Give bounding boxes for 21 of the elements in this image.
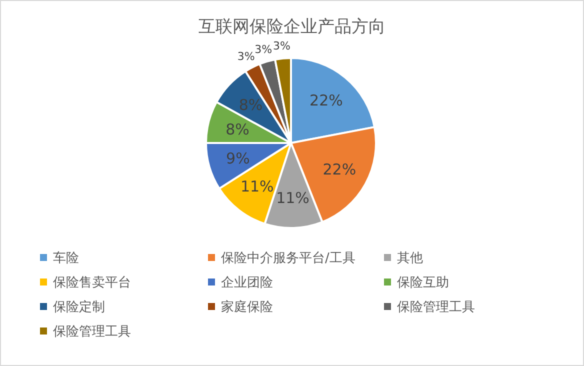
data-label: 11% <box>276 189 310 208</box>
data-label: 22% <box>310 91 343 110</box>
legend-label: 企业团险 <box>221 276 273 290</box>
legend-label: 保险定制 <box>53 300 105 315</box>
legend-label: 保险售卖平台 <box>53 276 131 290</box>
legend-label: 家庭保险 <box>221 299 273 315</box>
data-label: 3% <box>272 39 290 52</box>
legend-label: 保险管理工具 <box>53 324 131 340</box>
legend-label: 车险 <box>53 251 79 266</box>
legend-label: 保险中介服务平台/工具 <box>221 251 356 266</box>
data-label: 22% <box>322 160 356 179</box>
data-label: 3% <box>237 50 255 63</box>
legend-label: 保险管理工具 <box>397 300 475 315</box>
data-label: 8% <box>238 96 263 114</box>
data-label: 9% <box>226 149 250 168</box>
legend-label: 其他 <box>397 251 423 266</box>
data-label: 11% <box>240 178 274 196</box>
data-label: 8% <box>226 120 250 138</box>
data-label: 3% <box>254 42 272 56</box>
legend-label: 保险互助 <box>397 276 449 290</box>
chart-title: 互联网保险企业产品方向 <box>198 17 386 37</box>
